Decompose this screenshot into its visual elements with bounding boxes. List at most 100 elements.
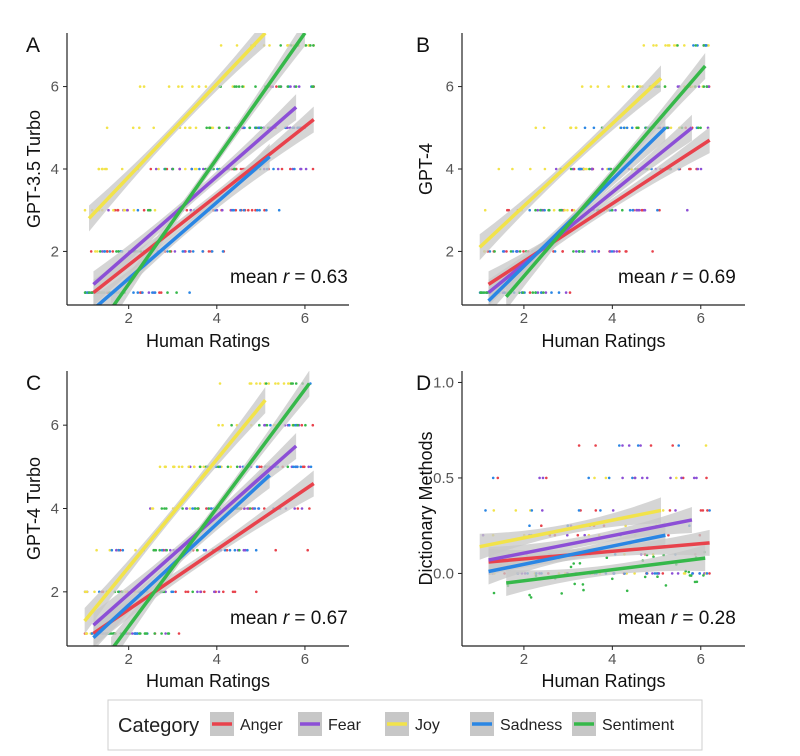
- data-point-sentiment: [286, 465, 290, 469]
- data-point-sentiment: [164, 167, 167, 171]
- data-point-sentiment: [578, 250, 581, 253]
- regression-line-joy: [87, 33, 267, 220]
- data-point-sadness: [491, 476, 495, 480]
- data-point-sentiment: [611, 577, 614, 581]
- data-point-anger: [689, 167, 692, 171]
- data-point-sadness: [254, 548, 258, 552]
- data-point-joy: [192, 465, 196, 469]
- data-point-sentiment: [160, 507, 164, 510]
- data-point-anger: [667, 533, 670, 537]
- data-point-sentiment: [509, 250, 513, 253]
- data-point-fear: [199, 590, 202, 594]
- data-point-sadness: [210, 250, 214, 253]
- data-point-joy: [604, 476, 608, 480]
- regression-line-anger: [488, 541, 710, 564]
- data-point-anger: [699, 509, 703, 512]
- data-point-fear: [536, 208, 539, 212]
- data-point-fear: [676, 572, 680, 575]
- data-point-sadness: [191, 507, 194, 510]
- regression-line-sentiment: [504, 64, 707, 298]
- data-point-fear: [126, 208, 129, 212]
- data-point-sadness: [231, 208, 234, 212]
- data-point-joy: [85, 632, 89, 635]
- data-point-joy: [307, 44, 310, 47]
- data-point-fear: [674, 509, 677, 512]
- data-point-sadness: [677, 444, 680, 447]
- data-point-sentiment: [492, 591, 496, 595]
- data-point-joy: [105, 126, 109, 130]
- data-point-sentiment: [528, 593, 531, 597]
- data-point-sadness: [255, 465, 259, 469]
- data-point-sadness: [578, 167, 581, 171]
- data-point-sadness: [288, 423, 291, 427]
- data-point-sentiment: [168, 250, 172, 253]
- data-point-sentiment: [154, 548, 158, 552]
- x-tick-label: 4: [608, 310, 616, 327]
- regression-line-sadness: [488, 533, 666, 574]
- data-point-sentiment: [304, 423, 307, 427]
- panel-b: 2 4 6 2 4 6 B Human Ratings GPT-4 mean r = 0.69: [416, 33, 745, 351]
- data-point-sentiment: [207, 507, 211, 510]
- data-point-anger: [303, 465, 306, 469]
- data-point-joy: [167, 85, 171, 88]
- data-point-fear: [601, 167, 604, 171]
- data-point-fear: [676, 85, 680, 88]
- data-point-fear: [692, 476, 696, 480]
- data-point-fear: [213, 590, 216, 594]
- data-point-joy: [543, 167, 547, 171]
- regression-line-anger: [92, 118, 315, 295]
- plot-area: [83, 33, 316, 305]
- data-point-sentiment: [152, 548, 155, 552]
- data-point-joy: [93, 590, 96, 594]
- y-axis-label: GPT-3.5 Turbo: [24, 110, 44, 228]
- data-point-anger: [207, 250, 211, 253]
- data-point-sentiment: [233, 85, 236, 88]
- data-point-sentiment: [652, 555, 655, 559]
- data-point-joy: [268, 44, 271, 47]
- data-point-sentiment: [705, 85, 709, 88]
- data-point-sadness: [141, 291, 144, 294]
- data-point-anger: [594, 509, 598, 512]
- data-point-fear: [575, 250, 578, 253]
- data-point-joy: [157, 167, 160, 171]
- panel-letter: A: [26, 34, 40, 57]
- data-point-fear: [115, 548, 118, 552]
- data-point-joy: [158, 465, 162, 469]
- data-point-fear: [536, 291, 540, 294]
- data-point-sentiment: [569, 565, 573, 569]
- data-point-fear: [164, 632, 167, 635]
- panel-letter: C: [26, 372, 41, 395]
- data-point-joy: [258, 382, 262, 385]
- data-point-sentiment: [559, 208, 563, 212]
- data-point-fear: [169, 548, 172, 552]
- data-point-joy: [542, 126, 546, 130]
- data-point-sentiment: [165, 548, 168, 552]
- data-point-anger: [186, 590, 190, 594]
- data-point-sadness: [269, 423, 272, 427]
- data-point-fear: [299, 167, 302, 171]
- data-point-sentiment: [230, 423, 233, 427]
- data-point-sentiment: [581, 583, 585, 586]
- data-point-sadness: [655, 572, 659, 575]
- data-point-sentiment: [115, 250, 118, 253]
- data-point-sentiment: [610, 208, 614, 212]
- data-point-anger: [658, 208, 661, 212]
- data-point-joy: [566, 208, 569, 212]
- data-point-fear: [238, 465, 242, 469]
- data-point-anger: [142, 208, 146, 212]
- x-tick-label: 4: [608, 651, 616, 668]
- data-point-anger: [661, 572, 665, 575]
- data-point-fear: [641, 476, 644, 480]
- data-point-joy: [661, 509, 665, 512]
- data-point-joy: [563, 208, 566, 212]
- data-point-sentiment: [529, 596, 533, 599]
- data-point-joy: [287, 382, 290, 385]
- data-point-joy: [187, 465, 190, 469]
- data-point-sadness: [592, 126, 596, 130]
- data-point-joy: [112, 208, 115, 212]
- legend-title: Category: [118, 715, 199, 737]
- mean-r-annotation: mean r = 0.28: [618, 608, 736, 629]
- data-point-sadness: [299, 465, 303, 469]
- data-point-sentiment: [208, 126, 211, 130]
- data-point-sentiment: [573, 582, 576, 586]
